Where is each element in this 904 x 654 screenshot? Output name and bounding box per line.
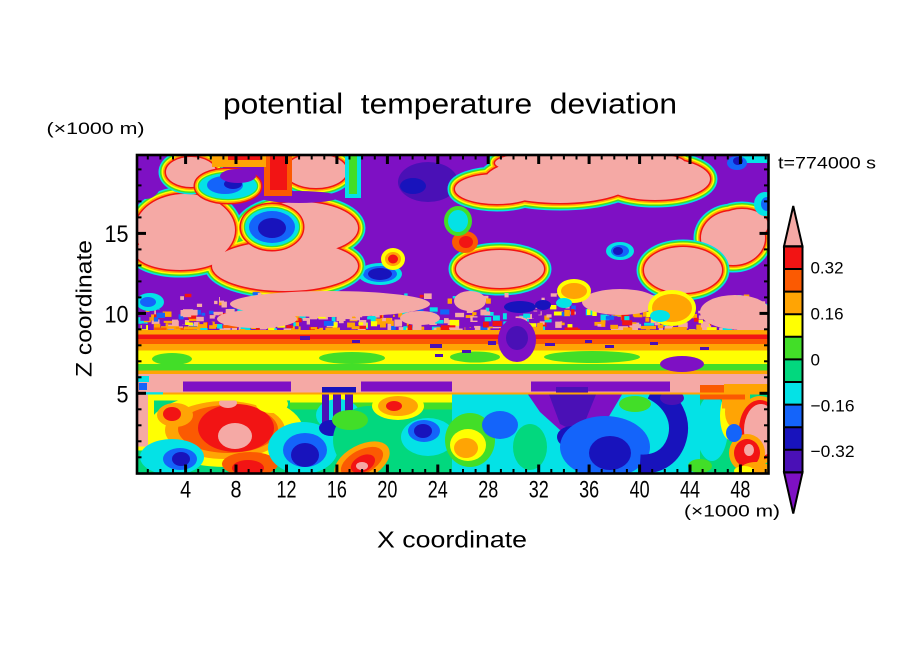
- svg-text:t=774000 s: t=774000 s: [778, 153, 876, 172]
- svg-text:Z coordinate: Z coordinate: [72, 240, 97, 377]
- svg-text:12: 12: [277, 477, 297, 504]
- svg-text:(×1000 m): (×1000 m): [684, 502, 780, 521]
- svg-text:28: 28: [478, 477, 498, 504]
- svg-text:15: 15: [105, 221, 129, 248]
- svg-text:potential temperature deviat: potential temperature deviation: [223, 89, 677, 121]
- svg-text:48: 48: [730, 477, 750, 504]
- svg-text:X coordinate: X coordinate: [377, 527, 527, 553]
- svg-text:5: 5: [117, 382, 129, 409]
- svg-text:−0.16: −0.16: [811, 396, 855, 415]
- svg-text:0.32: 0.32: [811, 259, 844, 278]
- svg-text:10: 10: [105, 302, 129, 329]
- svg-text:16: 16: [327, 477, 347, 504]
- svg-text:8: 8: [231, 477, 242, 504]
- svg-text:36: 36: [579, 477, 599, 504]
- svg-text:−0.32: −0.32: [811, 442, 855, 461]
- svg-text:40: 40: [630, 477, 650, 504]
- svg-text:0.16: 0.16: [811, 305, 844, 324]
- svg-text:32: 32: [529, 477, 549, 504]
- svg-text:(×1000 m): (×1000 m): [47, 119, 145, 138]
- svg-text:0: 0: [811, 351, 821, 370]
- svg-text:4: 4: [180, 477, 191, 504]
- svg-text:44: 44: [680, 477, 700, 504]
- svg-text:24: 24: [428, 477, 448, 504]
- svg-text:20: 20: [377, 477, 397, 504]
